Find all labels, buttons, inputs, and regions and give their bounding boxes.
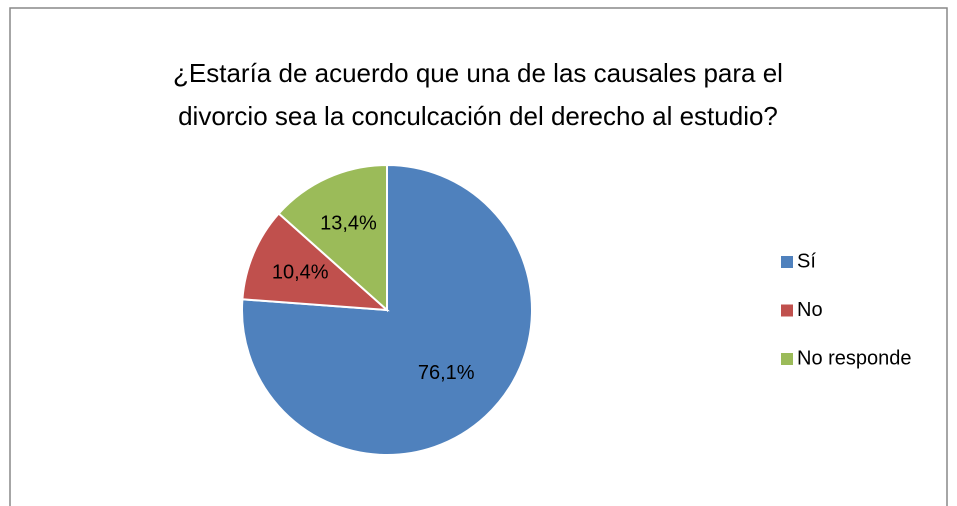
chart-title: divorcio sea la conculcación del derecho… [178, 101, 778, 131]
data-label: 13,4% [320, 212, 377, 234]
legend-label: Sí [797, 250, 816, 272]
legend-label: No [797, 299, 823, 321]
legend-swatch [781, 353, 793, 365]
legend-swatch [781, 256, 793, 268]
legend-swatch [781, 304, 793, 317]
chart-title: ¿Estaría de acuerdo que una de las causa… [173, 58, 783, 88]
chart-frame [9, 7, 948, 506]
data-label: 76,1% [418, 362, 475, 384]
pie-slice [277, 163, 388, 313]
pie-slice [241, 212, 390, 312]
data-label: 10,4% [272, 261, 329, 283]
legend-label: No responde [797, 347, 912, 369]
